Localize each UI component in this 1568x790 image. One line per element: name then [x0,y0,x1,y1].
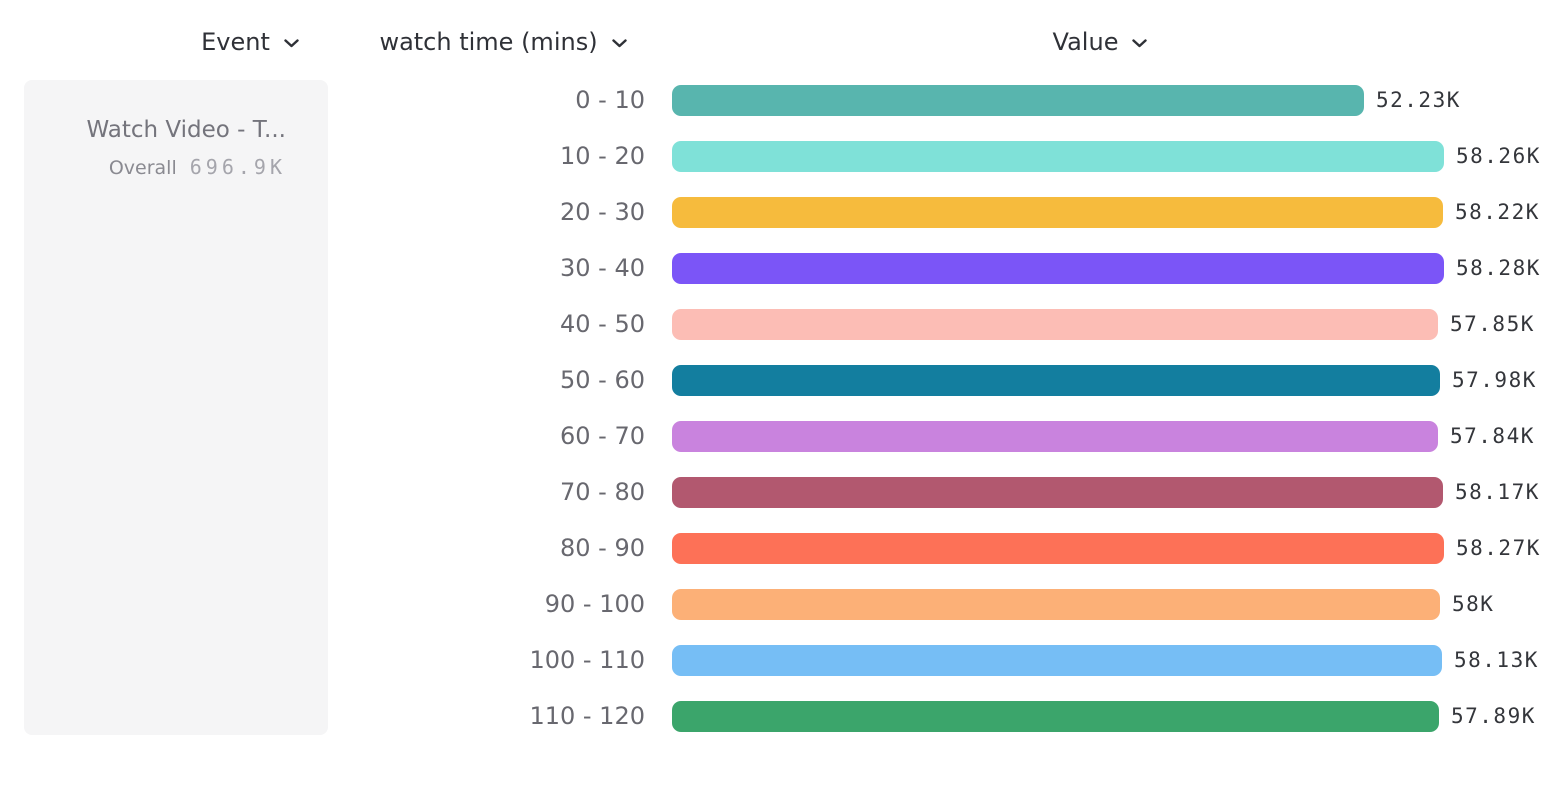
bucket-label: 110 - 120 [529,702,645,730]
breakdown-header-label: watch time (mins) [379,28,598,56]
bar-value-label: 57.98K [1452,368,1537,392]
bucket-label: 30 - 40 [560,254,645,282]
event-legend-card[interactable]: Watch Video - T... Overall 696.9K [24,80,328,735]
chart-row: 80 - 90 58.27K [0,520,1568,576]
bar[interactable] [672,700,1439,732]
bar[interactable] [672,140,1444,172]
chart-row: 30 - 40 58.28K [0,240,1568,296]
bar[interactable] [672,84,1364,116]
bucket-label: 20 - 30 [560,198,645,226]
bar-value-label: 52.23K [1376,88,1461,112]
value-header-label: Value [1052,28,1119,56]
chart-row: 100 - 110 58.13K [0,632,1568,688]
bucket-label: 100 - 110 [529,646,645,674]
bar-value-label: 58K [1452,592,1495,616]
bar[interactable] [672,644,1442,676]
chart-row: 40 - 50 57.85K [0,296,1568,352]
chevron-down-icon [284,39,299,48]
bucket-label: 40 - 50 [560,310,645,338]
bar[interactable] [672,588,1440,620]
event-header-label: Event [201,28,270,56]
chart-row: 110 - 120 57.89K [0,688,1568,744]
overall-label: Overall [108,157,177,179]
bar-value-label: 58.13K [1454,648,1539,672]
chart-row: 50 - 60 57.98K [0,352,1568,408]
bar[interactable] [672,252,1444,284]
value-header-dropdown[interactable]: Value [950,22,1250,62]
bucket-label: 60 - 70 [560,422,645,450]
event-header-dropdown[interactable]: Event [160,22,340,62]
event-overall-row: Overall 696.9K [44,155,286,179]
bucket-label: 90 - 100 [544,590,645,618]
chart-row: 20 - 30 58.22K [0,184,1568,240]
chart-row: 60 - 70 57.84K [0,408,1568,464]
overall-value: 696.9K [189,155,286,179]
bucket-label: 80 - 90 [560,534,645,562]
chart-row: 70 - 80 58.17K [0,464,1568,520]
breakdown-header-dropdown[interactable]: watch time (mins) [353,22,653,62]
bucket-label: 10 - 20 [560,142,645,170]
bar-value-label: 58.17K [1455,480,1540,504]
chart-row: 90 - 100 58K [0,576,1568,632]
bar-value-label: 58.28K [1456,256,1541,280]
bar-value-label: 57.84K [1450,424,1535,448]
bar-chart: 0 - 10 52.23K 10 - 20 58.26K 20 - 30 58.22K 30… [0,72,1568,744]
bar[interactable] [672,308,1438,340]
bar[interactable] [672,532,1444,564]
chevron-down-icon [611,39,627,48]
bar-value-label: 58.22K [1455,200,1540,224]
bar[interactable] [672,364,1440,396]
bar-value-label: 58.27K [1456,536,1541,560]
chart-row: 0 - 10 52.23K [0,72,1568,128]
bar-value-label: 57.89K [1451,704,1536,728]
event-name: Watch Video - T... [86,117,286,143]
bar-value-label: 58.26K [1456,144,1541,168]
chart-row: 10 - 20 58.26K [0,128,1568,184]
bucket-label: 70 - 80 [560,478,645,506]
chevron-down-icon [1132,39,1148,48]
bucket-label: 50 - 60 [560,366,645,394]
bar[interactable] [672,476,1443,508]
bucket-label: 0 - 10 [575,86,645,114]
bar[interactable] [672,196,1443,228]
bar[interactable] [672,420,1438,452]
bar-value-label: 57.85K [1450,312,1535,336]
